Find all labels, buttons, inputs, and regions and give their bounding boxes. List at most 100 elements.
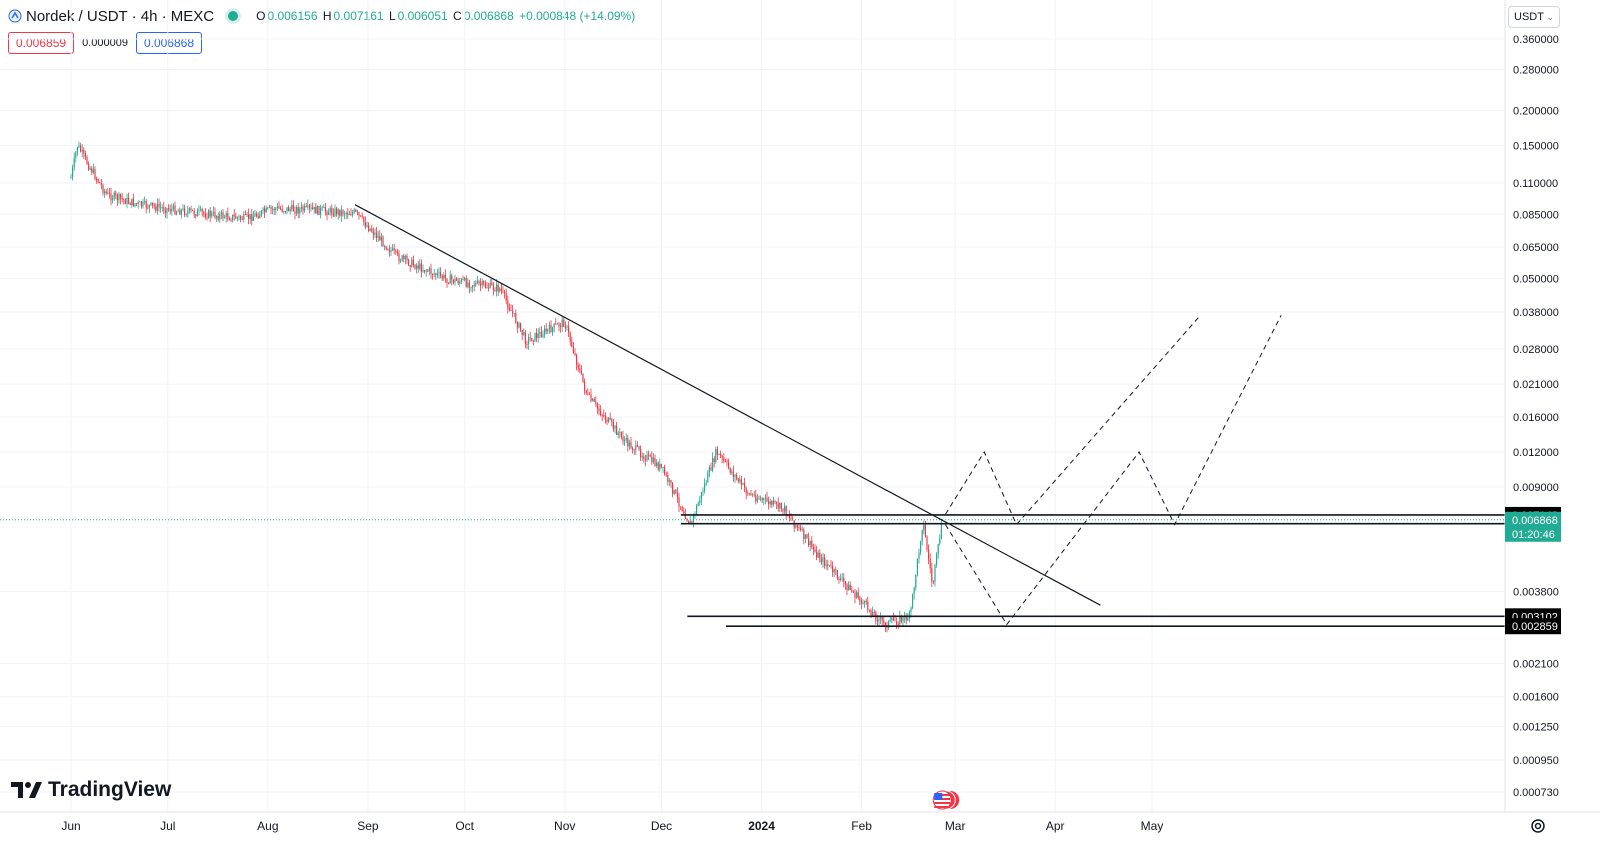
candle-body <box>180 209 182 215</box>
candle-body <box>212 211 214 213</box>
candle-body <box>108 192 110 194</box>
candle-body <box>753 494 755 496</box>
candle-body <box>467 282 469 287</box>
candle-body <box>761 498 763 500</box>
candle-body <box>204 213 206 218</box>
price-tick-label: 0.021000 <box>1513 379 1559 391</box>
projection-path <box>945 315 1282 626</box>
candle-body <box>169 209 171 212</box>
candle-body <box>872 612 874 616</box>
candle-body <box>491 282 493 286</box>
candle-body <box>403 255 405 259</box>
candle-body <box>409 265 411 267</box>
candle-body <box>235 215 237 219</box>
candle-body <box>918 552 920 559</box>
candle-body <box>120 194 122 199</box>
candle-body <box>232 214 234 221</box>
candle-body <box>86 156 88 164</box>
candle-body <box>588 393 590 395</box>
candle-body <box>852 591 854 593</box>
candle-body <box>596 403 598 409</box>
candle-body <box>604 415 606 420</box>
candle-body <box>352 212 354 216</box>
candle-body <box>172 205 174 209</box>
candle-body <box>81 149 83 152</box>
us-flag-icon[interactable] <box>932 790 960 810</box>
candle-body <box>755 495 757 502</box>
time-tick-label: Jun <box>61 819 80 833</box>
candle-body <box>126 197 128 205</box>
candle-body <box>78 145 80 147</box>
candle-body <box>203 212 205 214</box>
candle-body <box>494 289 496 292</box>
candle-body <box>900 616 902 622</box>
time-tick-label: Jul <box>160 819 175 833</box>
candle-body <box>438 272 440 274</box>
tradingview-logo[interactable]: TradingView <box>10 778 171 802</box>
candle-body <box>920 541 922 553</box>
price-axis: 0.360000 0.280000 0.200000 0.150000 0.110000… <box>1504 0 1561 812</box>
candle-body <box>140 201 142 207</box>
candle-body <box>643 456 645 460</box>
candle-body <box>320 208 322 215</box>
candle-body <box>715 449 717 463</box>
candle-body <box>529 337 531 339</box>
candle-body <box>790 518 792 519</box>
candle-body <box>940 522 942 539</box>
candle-body <box>644 459 646 461</box>
time-tick-label: Apr <box>1046 819 1065 833</box>
candle-body <box>548 325 550 329</box>
currency-select[interactable]: USDT ⌄ <box>1508 6 1560 28</box>
candle-body <box>608 417 610 423</box>
candle-body <box>366 225 368 227</box>
currency-label: USDT <box>1514 11 1544 23</box>
candle-body <box>624 440 626 442</box>
candle-body <box>668 480 670 482</box>
candle-body <box>876 619 878 621</box>
candle-body <box>297 207 299 214</box>
candle-body <box>121 198 123 200</box>
candle-body <box>926 536 928 550</box>
candle-body <box>884 622 886 627</box>
candle-body <box>244 213 246 215</box>
candle-body <box>510 310 512 311</box>
candle-body <box>448 282 450 284</box>
candle-body <box>627 438 629 447</box>
candle-body <box>515 313 517 323</box>
candle-body <box>356 211 358 213</box>
settings-gear-icon[interactable] <box>1529 817 1547 835</box>
candle-body <box>512 310 514 314</box>
candle-body <box>708 467 710 473</box>
candle-body <box>177 210 179 212</box>
candle-body <box>656 462 658 466</box>
candle-body <box>440 272 442 276</box>
candle-body <box>681 507 683 512</box>
candle-body <box>147 207 149 209</box>
candle-body <box>590 394 592 401</box>
candle-body <box>380 236 382 241</box>
symbol-title[interactable]: Nordek / USDT · 4h · MEXC <box>26 7 215 25</box>
candle-body <box>673 490 675 494</box>
candle-body <box>190 208 192 210</box>
current-price-label: 0.006868 <box>1512 515 1558 527</box>
tradingview-wordmark: TradingView <box>48 778 172 801</box>
candle-body <box>236 217 238 219</box>
candle-body <box>688 520 690 524</box>
candle-body <box>833 569 835 573</box>
candle-body <box>657 462 659 470</box>
candle-body <box>243 213 245 220</box>
candle-body <box>251 213 253 221</box>
candle-body <box>636 445 638 447</box>
time-tick-label: Sep <box>357 819 379 833</box>
candle-body <box>361 215 363 217</box>
candle-body <box>196 210 198 217</box>
candle-body <box>294 211 296 214</box>
candle-body <box>723 457 725 461</box>
candle-body <box>720 453 722 457</box>
time-tick-label: Feb <box>851 819 872 833</box>
candle-body <box>820 558 822 563</box>
candle-body <box>664 466 666 475</box>
price-tick-label: 0.012000 <box>1513 447 1559 459</box>
candle-body <box>724 460 726 462</box>
